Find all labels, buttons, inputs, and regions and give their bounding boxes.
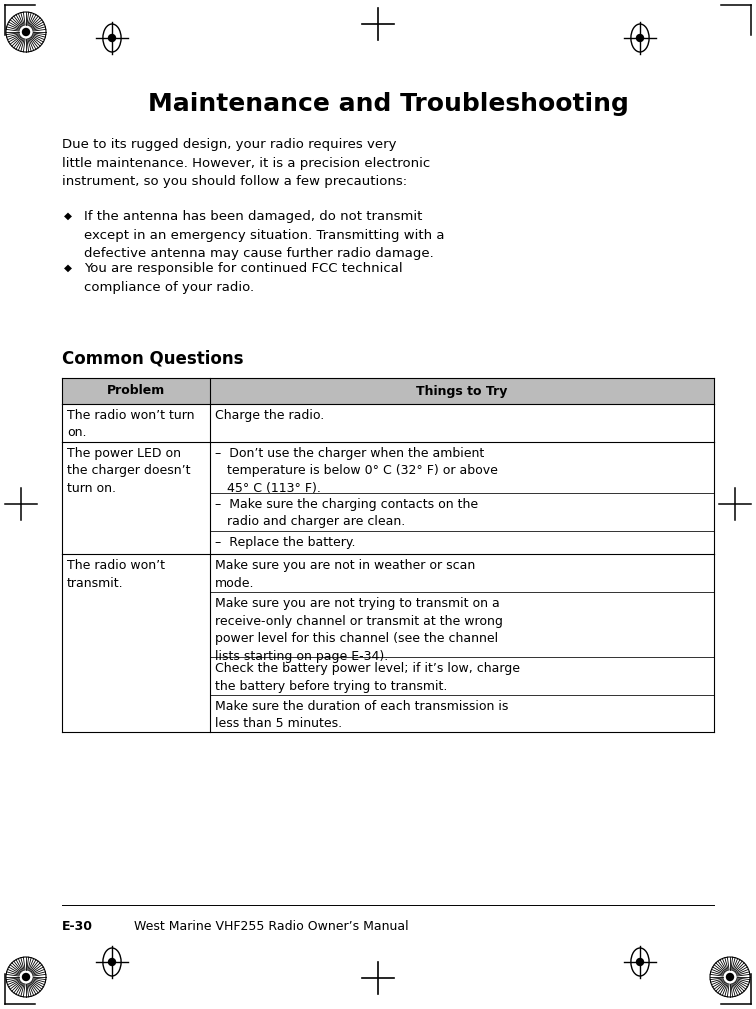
Bar <box>62 378 714 404</box>
Text: The radio won’t turn
on.: The radio won’t turn on. <box>67 409 194 440</box>
Text: Check the battery power level; if it’s low, charge
the battery before trying to : Check the battery power level; if it’s l… <box>215 662 520 693</box>
Text: The power LED on
the charger doesn’t
turn on.: The power LED on the charger doesn’t tur… <box>67 447 191 494</box>
Text: Common Questions: Common Questions <box>62 350 243 368</box>
Text: Maintenance and Troubleshooting: Maintenance and Troubleshooting <box>147 92 628 116</box>
Circle shape <box>637 959 643 966</box>
Text: Make sure you are not trying to transmit on a
receive-only channel or transmit a: Make sure you are not trying to transmit… <box>215 597 503 663</box>
Text: –  Make sure the charging contacts on the
   radio and charger are clean.: – Make sure the charging contacts on the… <box>215 498 478 529</box>
Text: ◆: ◆ <box>64 211 72 221</box>
Text: Make sure the duration of each transmission is
less than 5 minutes.: Make sure the duration of each transmiss… <box>215 700 508 731</box>
Circle shape <box>727 974 733 981</box>
Text: The radio won’t
transmit.: The radio won’t transmit. <box>67 559 165 590</box>
Text: You are responsible for continued FCC technical
compliance of your radio.: You are responsible for continued FCC te… <box>84 262 403 294</box>
Bar <box>62 554 714 733</box>
Text: –  Replace the battery.: – Replace the battery. <box>215 536 355 549</box>
Text: Problem: Problem <box>107 384 165 398</box>
Bar <box>62 404 714 442</box>
Text: Due to its rugged design, your radio requires very
little maintenance. However, : Due to its rugged design, your radio req… <box>62 138 430 188</box>
Bar <box>62 442 714 554</box>
Text: Things to Try: Things to Try <box>417 384 508 398</box>
Text: ◆: ◆ <box>64 263 72 273</box>
Circle shape <box>637 34 643 41</box>
Text: –  Don’t use the charger when the ambient
   temperature is below 0° C (32° F) o: – Don’t use the charger when the ambient… <box>215 447 498 494</box>
Text: West Marine VHF255 Radio Owner’s Manual: West Marine VHF255 Radio Owner’s Manual <box>134 920 409 933</box>
Text: Make sure you are not in weather or scan
mode.: Make sure you are not in weather or scan… <box>215 559 476 590</box>
Circle shape <box>23 974 29 981</box>
Text: Charge the radio.: Charge the radio. <box>215 409 324 422</box>
Circle shape <box>109 959 116 966</box>
Text: E-30: E-30 <box>62 920 93 933</box>
Text: If the antenna has been damaged, do not transmit
except in an emergency situatio: If the antenna has been damaged, do not … <box>84 210 445 260</box>
Circle shape <box>23 28 29 35</box>
Circle shape <box>109 34 116 41</box>
